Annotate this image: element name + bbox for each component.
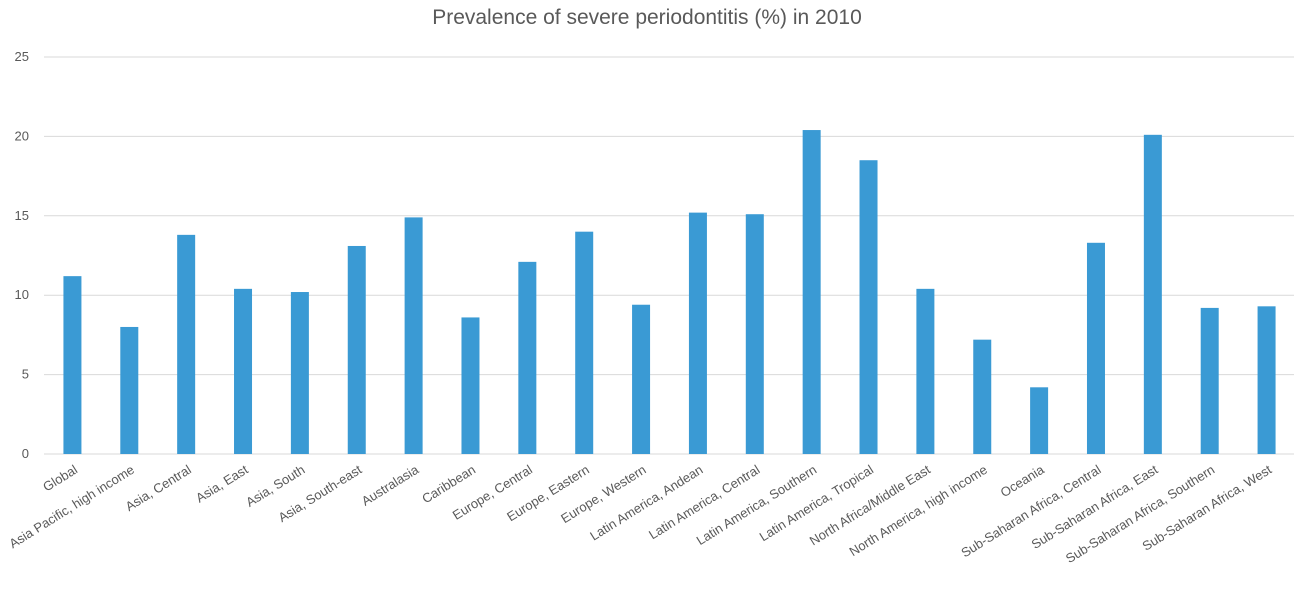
bar [1143,134,1162,454]
y-tick-label: 15 [15,208,29,223]
bar [1257,306,1276,454]
bar [973,339,992,454]
bar [688,212,707,454]
bar [632,304,651,454]
y-tick-label: 0 [22,446,29,461]
x-category-label: Oceania [998,461,1048,500]
bar [234,288,253,454]
bar [461,317,480,454]
bar [1200,307,1219,454]
bar [1030,387,1049,454]
y-axis-ticks: 0 5 10 15 20 25 [15,49,29,461]
bar [859,160,878,454]
bar [120,326,139,454]
gridlines [44,56,1294,455]
y-tick-label: 5 [22,367,29,382]
y-tick-label: 25 [15,49,29,64]
bar [575,231,594,454]
bar [347,245,366,454]
bar [290,292,309,454]
bar [518,261,537,454]
bar [802,130,821,454]
y-tick-label: 20 [15,128,29,143]
bars [63,130,1276,454]
bar [916,288,935,454]
bar [404,217,423,454]
chart-title: Prevalence of severe periodontitis (%) i… [432,6,862,29]
bar [63,276,82,454]
bar [745,214,764,454]
x-category-label: Asia, East [193,462,251,506]
x-category-label: Australasia [359,461,422,508]
bar [1086,242,1105,454]
bar [177,234,196,454]
x-category-label: Global [40,462,80,495]
y-tick-label: 10 [15,287,29,302]
